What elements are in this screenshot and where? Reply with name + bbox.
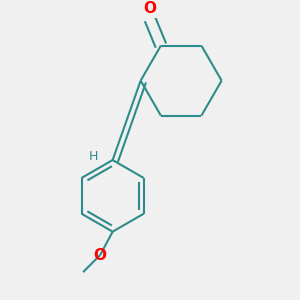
Text: O: O bbox=[94, 248, 107, 262]
Text: H: H bbox=[89, 150, 99, 164]
Text: O: O bbox=[143, 1, 157, 16]
